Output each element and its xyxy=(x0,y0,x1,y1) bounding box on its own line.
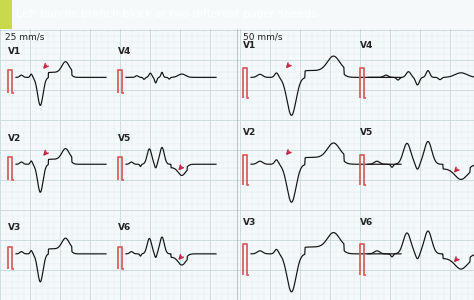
Text: V6: V6 xyxy=(118,224,131,232)
Text: V1: V1 xyxy=(8,47,21,56)
Text: V3: V3 xyxy=(8,224,21,232)
Text: V5: V5 xyxy=(118,134,131,143)
Text: V5: V5 xyxy=(360,128,373,137)
Text: V3: V3 xyxy=(243,218,256,227)
Text: V2: V2 xyxy=(243,128,256,137)
Text: V4: V4 xyxy=(118,47,131,56)
Text: 50 mm/s: 50 mm/s xyxy=(243,32,283,41)
Text: V6: V6 xyxy=(360,218,373,227)
Text: 25 mm/s: 25 mm/s xyxy=(5,32,45,41)
Text: V1: V1 xyxy=(243,41,256,50)
Text: Left bundle branch block at two different paper speeds: Left bundle branch block at two differen… xyxy=(16,9,317,19)
Text: V2: V2 xyxy=(8,134,21,143)
Text: V4: V4 xyxy=(360,41,374,50)
Bar xyxy=(0,0,12,28)
